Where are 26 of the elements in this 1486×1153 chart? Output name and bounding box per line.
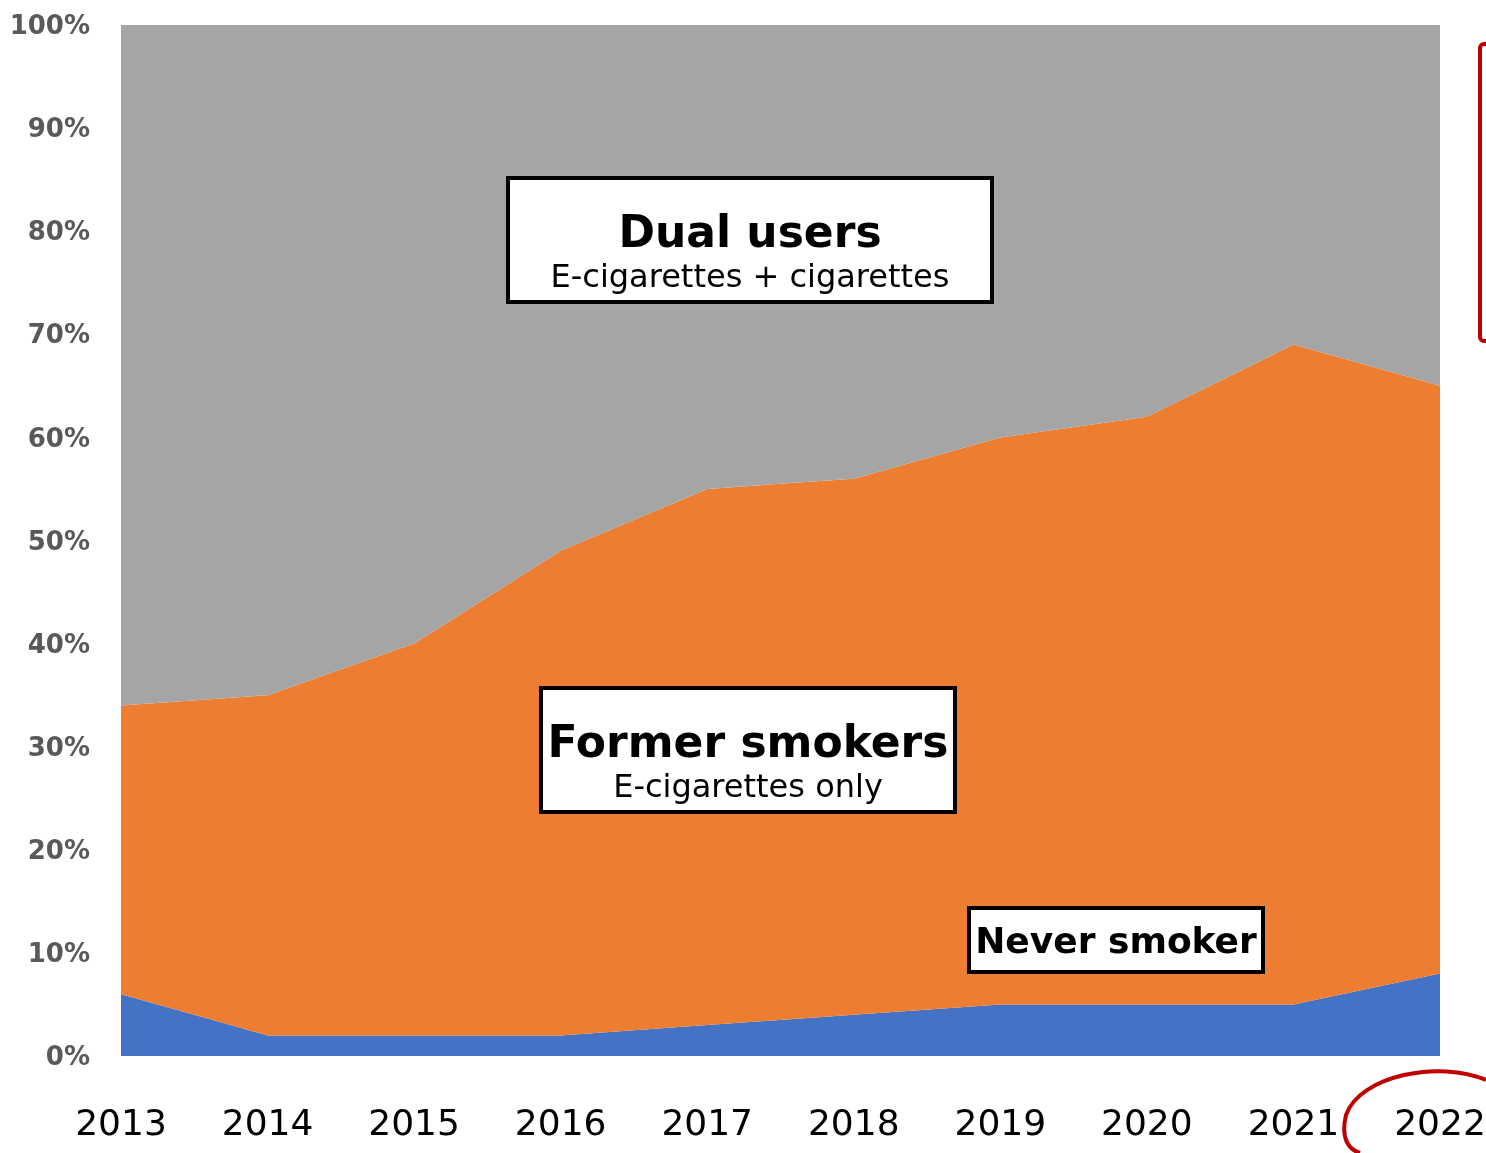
y-tick-label: 60% <box>27 422 90 453</box>
y-tick-label: 70% <box>27 319 90 350</box>
series-label: Never smoker <box>975 919 1258 961</box>
x-tick-label: 2017 <box>661 1102 754 1143</box>
y-tick-label: 0% <box>45 1041 90 1072</box>
y-tick-label: 50% <box>27 525 90 556</box>
y-tick-label: 10% <box>27 938 90 968</box>
x-tick-label: 2022 <box>1394 1102 1486 1143</box>
annotation: E-cigarettes only <box>613 767 883 806</box>
x-tick-label: 2020 <box>1101 1102 1193 1143</box>
series-label: Former smokers <box>547 716 949 768</box>
y-tick-label: 80% <box>27 216 90 247</box>
x-tick-label: 2018 <box>807 1102 900 1143</box>
series-label: Dual users <box>618 206 882 258</box>
y-tick-label: 100% <box>9 10 90 41</box>
x-tick-label: 2013 <box>75 1102 167 1143</box>
annotation: E-cigarettes + cigarettes <box>550 257 950 296</box>
x-tick-label: 2015 <box>368 1102 460 1143</box>
y-tick-label: 30% <box>27 731 90 762</box>
x-tick-label: 2014 <box>221 1102 314 1143</box>
y-tick-label: 90% <box>27 113 90 144</box>
y-tick-label: 20% <box>27 834 90 865</box>
x-tick-label: 2019 <box>954 1102 1047 1143</box>
y-tick-label: 40% <box>27 628 90 659</box>
x-tick-label: 2021 <box>1247 1102 1340 1143</box>
x-tick-label: 2016 <box>514 1102 607 1143</box>
